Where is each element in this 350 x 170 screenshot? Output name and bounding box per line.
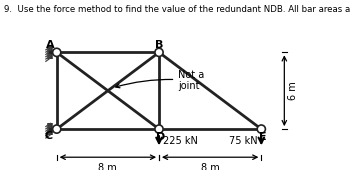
Circle shape	[52, 48, 61, 56]
Text: D: D	[156, 132, 165, 142]
Text: Not a
joint: Not a joint	[116, 70, 204, 91]
Circle shape	[52, 125, 61, 133]
Text: E: E	[259, 132, 266, 142]
Circle shape	[257, 125, 265, 133]
Circle shape	[155, 48, 163, 56]
Text: 8 m: 8 m	[98, 163, 117, 170]
Circle shape	[155, 125, 163, 133]
Text: B: B	[155, 40, 163, 50]
Text: A: A	[46, 40, 55, 50]
Text: 8 m: 8 m	[201, 163, 219, 170]
Text: 75 kN: 75 kN	[229, 136, 258, 146]
Text: 6 m: 6 m	[288, 81, 298, 100]
Text: 225 kN: 225 kN	[163, 136, 198, 146]
Text: C: C	[45, 131, 53, 141]
Text: 9.  Use the force method to find the value of the redundant NDB. All bar areas a: 9. Use the force method to find the valu…	[4, 5, 350, 14]
